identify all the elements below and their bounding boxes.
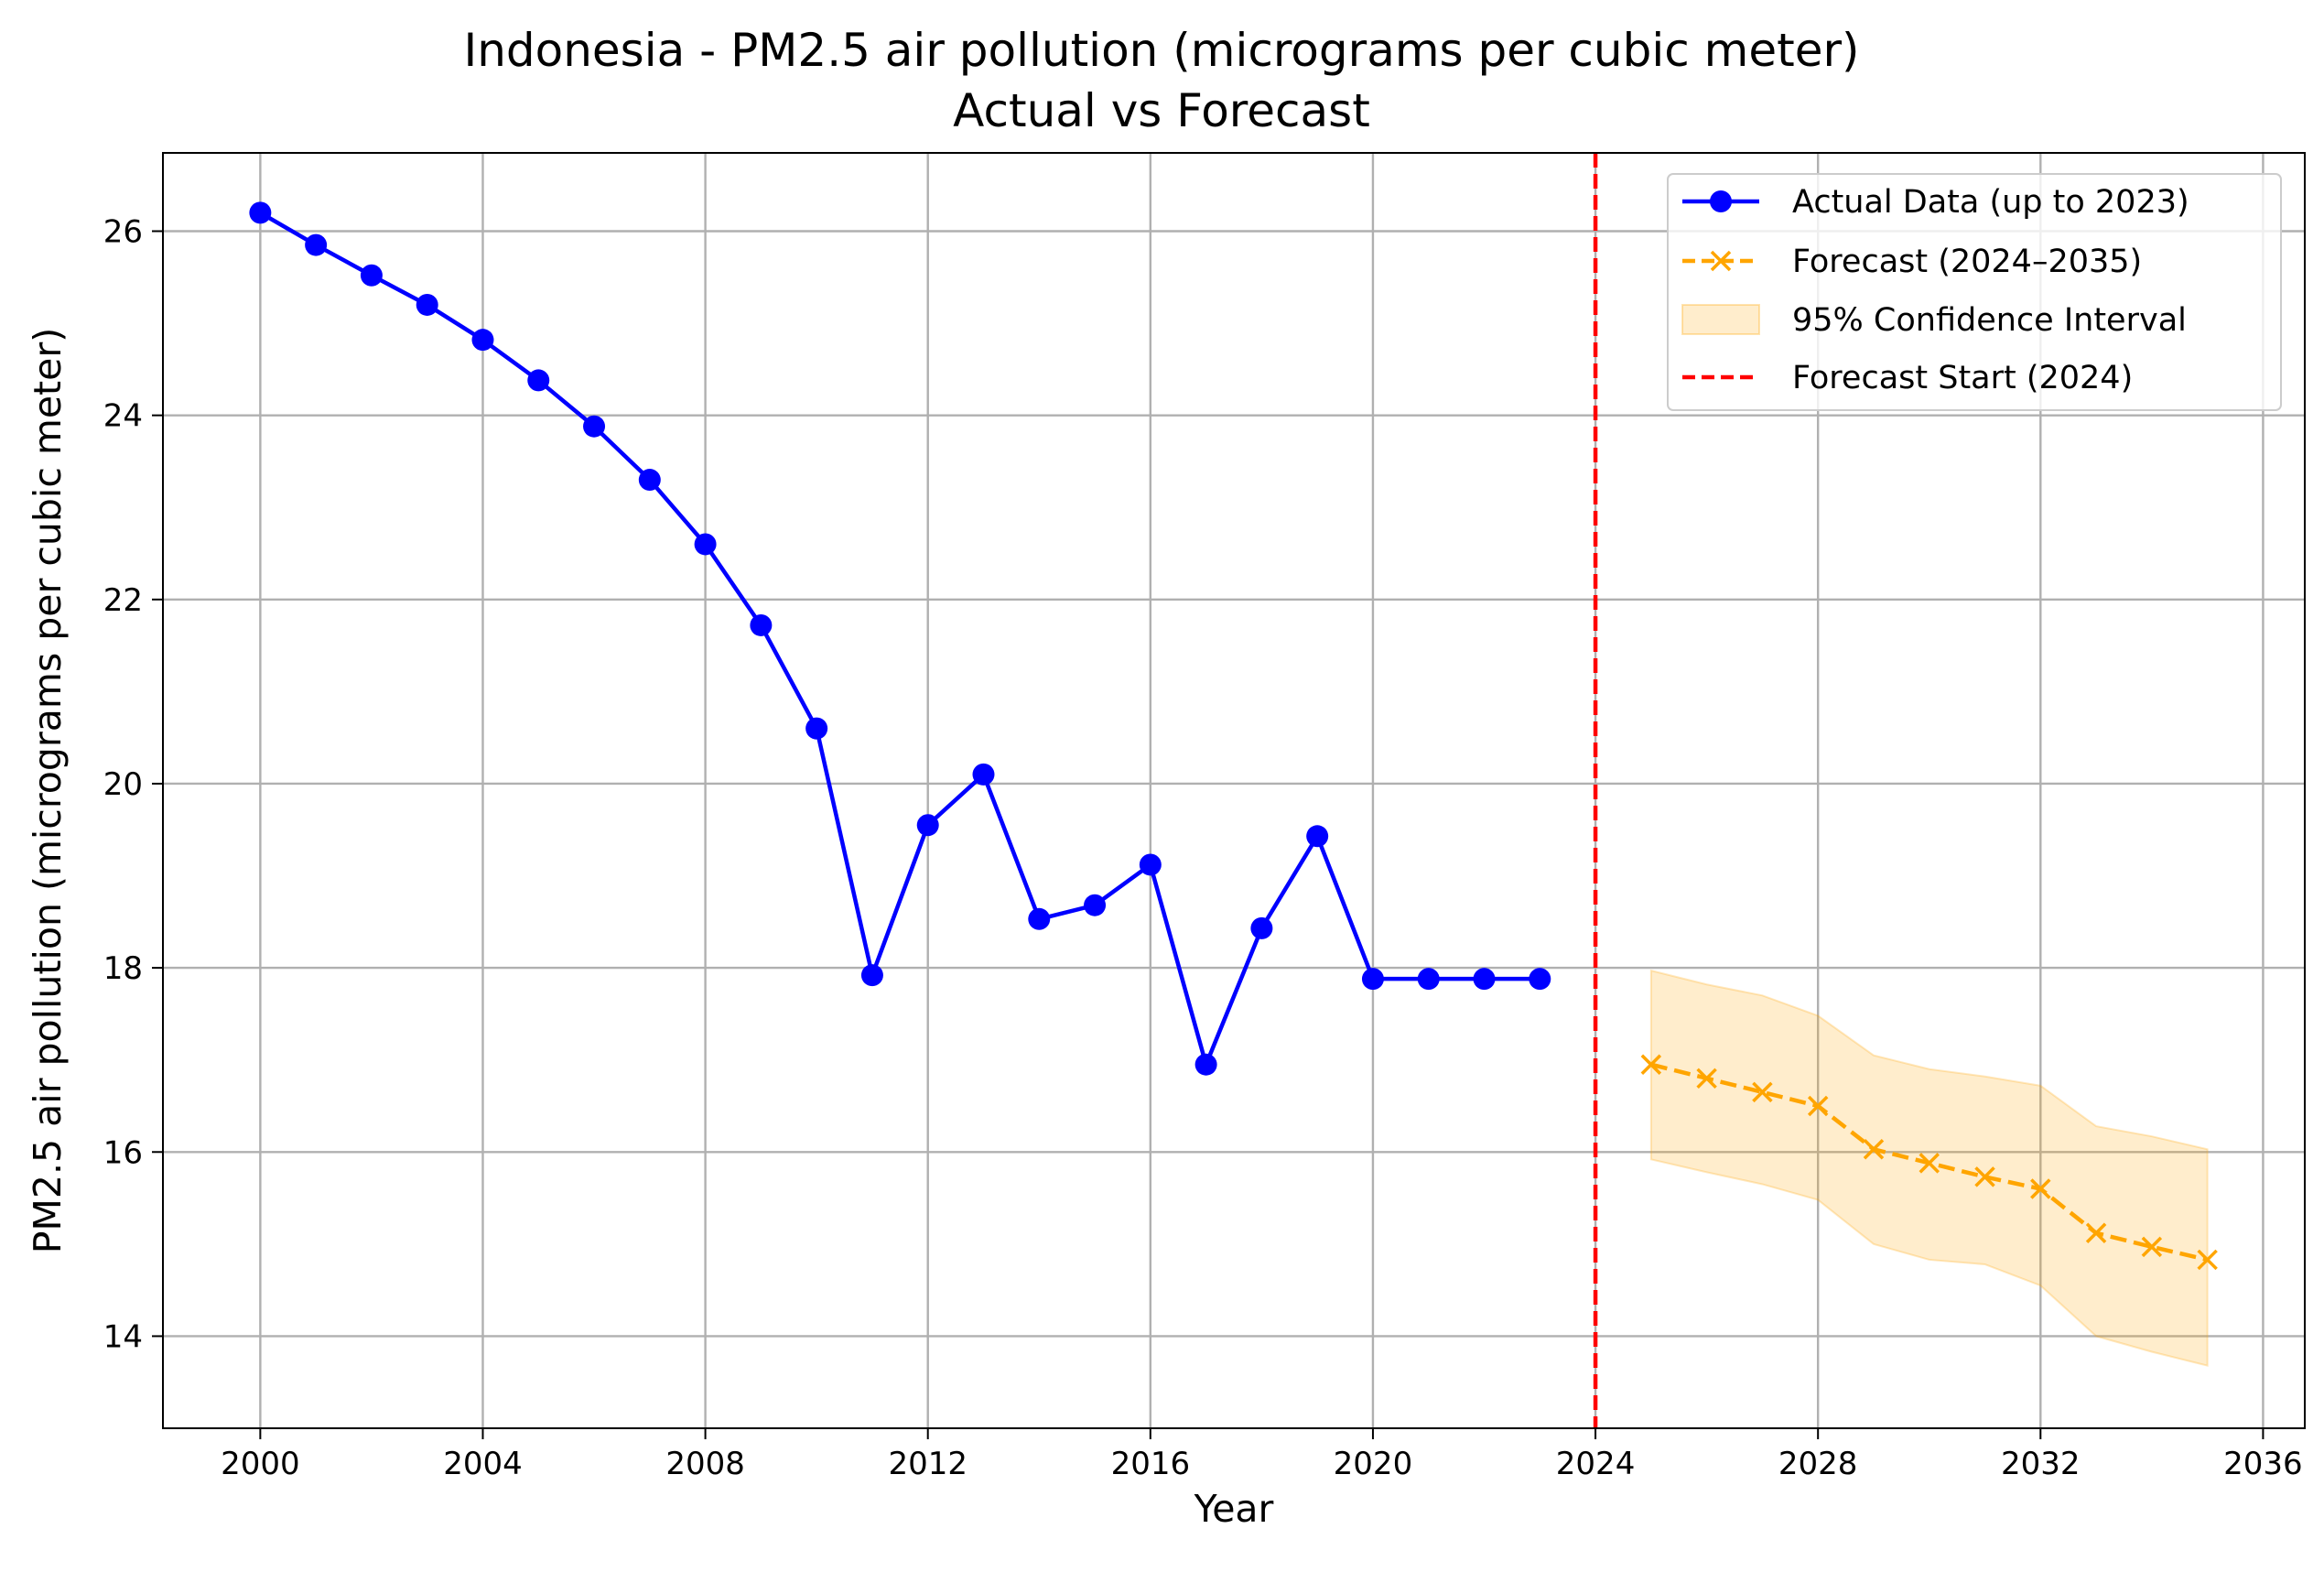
data-point-forecast-2025 — [1640, 1054, 1662, 1075]
legend-box — [1667, 173, 2282, 411]
data-point-actual-2017 — [1194, 1053, 1217, 1076]
data-point-forecast-2035 — [2197, 1249, 2218, 1271]
chart-title: Indonesia - PM2.5 air pollution (microgr… — [463, 24, 1859, 77]
legend-label-confidence-interval: 95% Confidence Interval — [1792, 302, 2187, 339]
x-tick-label-2036: 2036 — [2223, 1446, 2303, 1482]
data-point-forecast-2027 — [1752, 1081, 1773, 1103]
data-point-actual-2001 — [305, 233, 328, 256]
legend-patch-confidence-interval — [1681, 304, 1760, 335]
data-point-actual-2019 — [1306, 825, 1329, 848]
x-tick-label-2012: 2012 — [888, 1446, 967, 1482]
x-axis-label: Year — [1194, 1487, 1274, 1531]
y-tick-label-16: 16 — [103, 1134, 143, 1171]
legend-marker-actual — [1710, 190, 1732, 212]
data-point-actual-2010 — [805, 717, 828, 740]
data-point-forecast-2029 — [1863, 1139, 1885, 1160]
data-point-forecast-2026 — [1696, 1068, 1717, 1090]
y-tick-label-26: 26 — [103, 213, 143, 250]
confidence-interval-band — [1649, 969, 2209, 1367]
data-point-actual-2003 — [416, 293, 438, 316]
legend-entry-forecast: Forecast (2024–2035) — [1682, 244, 2142, 280]
data-point-actual-2011 — [860, 964, 883, 987]
data-point-actual-2013 — [972, 763, 995, 786]
data-point-actual-2008 — [694, 533, 717, 556]
x-tick-label-2004: 2004 — [443, 1446, 523, 1482]
y-axis-label: PM2.5 air pollution (micrograms per cubi… — [26, 328, 70, 1253]
data-point-actual-2021 — [1417, 968, 1440, 991]
y-tick-label-14: 14 — [103, 1318, 143, 1355]
data-point-actual-2015 — [1084, 894, 1107, 916]
y-tick-label-20: 20 — [103, 766, 143, 803]
x-tick-label-2024: 2024 — [1556, 1446, 1636, 1482]
x-tick-label-2000: 2000 — [221, 1446, 300, 1482]
y-tick-label-22: 22 — [103, 582, 143, 619]
y-tick-label-24: 24 — [103, 398, 143, 435]
series-line-actual — [259, 211, 1540, 1067]
plot-frame — [162, 152, 2306, 1429]
legend-entry-confidence-interval: 95% Confidence Interval — [1681, 302, 2187, 339]
x-tick-label-2020: 2020 — [1334, 1446, 1413, 1482]
confidence-band-layer — [1649, 969, 2209, 1367]
x-tick-label-2008: 2008 — [665, 1446, 745, 1482]
data-point-forecast-2030 — [1919, 1153, 1940, 1174]
data-point-actual-2020 — [1361, 968, 1384, 991]
data-point-forecast-2031 — [1974, 1166, 1995, 1187]
data-point-actual-2004 — [471, 329, 494, 352]
axis-ticks: 2000 2004 2008 2012 2016 2020 2024 2028 2032 2036… — [103, 213, 2303, 1482]
data-point-actual-2002 — [360, 264, 383, 287]
data-point-forecast-2034 — [2141, 1236, 2163, 1258]
legend-marker-forecast — [1710, 250, 1732, 272]
x-tick-label-2028: 2028 — [1778, 1446, 1858, 1482]
data-point-actual-2009 — [750, 613, 773, 636]
chart-subtitle: Actual vs Forecast — [953, 84, 1370, 137]
legend-entry-forecast-start: Forecast Start (2024) — [1682, 360, 2133, 396]
data-point-forecast-2032 — [2030, 1178, 2051, 1199]
legend-entry-actual: Actual Data (up to 2023) — [1682, 184, 2189, 221]
data-point-actual-2022 — [1473, 968, 1496, 991]
data-point-actual-2018 — [1250, 916, 1273, 939]
legend-label-forecast-start: Forecast Start (2024) — [1792, 360, 2133, 396]
data-point-actual-2006 — [583, 415, 606, 438]
data-point-actual-2007 — [638, 469, 661, 492]
series-layer — [249, 201, 2218, 1271]
legend-label-actual: Actual Data (up to 2023) — [1792, 184, 2189, 221]
x-tick-label-2016: 2016 — [1111, 1446, 1191, 1482]
data-point-actual-2012 — [916, 814, 939, 837]
data-point-actual-2005 — [527, 369, 550, 392]
data-point-actual-2000 — [249, 201, 272, 224]
legend: Actual Data (up to 2023) Forecast (2024–… — [1667, 173, 2282, 411]
x-tick-label-2032: 2032 — [2001, 1446, 2081, 1482]
grid-lines — [163, 153, 2305, 1428]
data-point-forecast-2028 — [1807, 1095, 1829, 1117]
data-point-forecast-2033 — [2085, 1222, 2107, 1244]
data-point-actual-2023 — [1529, 968, 1551, 991]
data-point-actual-2016 — [1139, 853, 1162, 876]
legend-label-forecast: Forecast (2024–2035) — [1792, 244, 2142, 280]
data-point-actual-2014 — [1028, 907, 1051, 930]
y-tick-label-18: 18 — [103, 950, 143, 987]
